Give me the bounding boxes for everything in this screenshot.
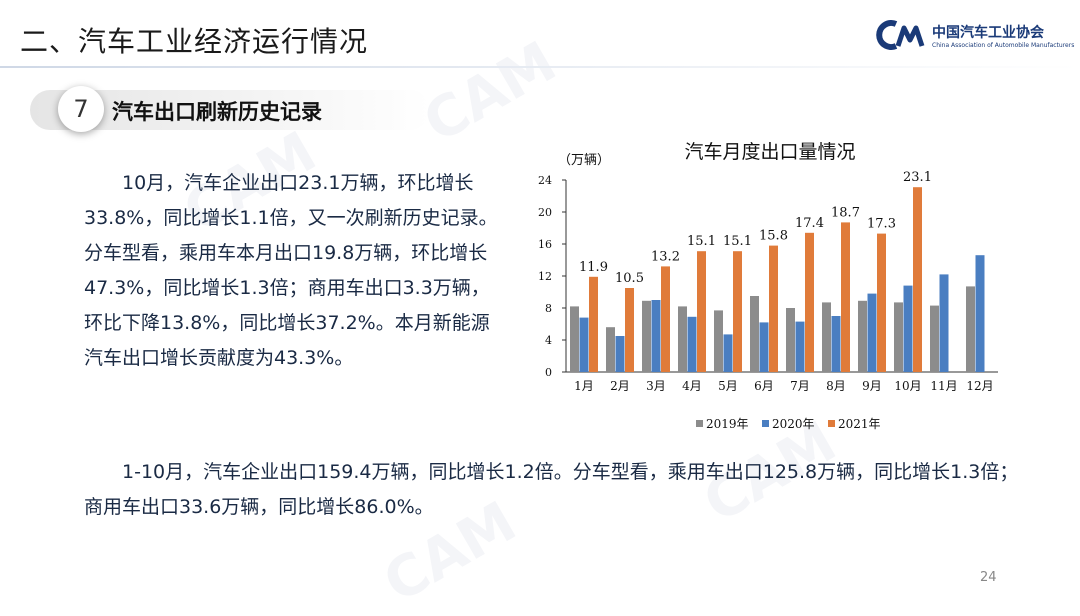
bar-2019年-7月 [786,308,795,372]
y-tick-label: 16 [538,238,552,251]
bar-2020年-7月 [795,321,805,372]
data-label: 17.3 [867,217,896,232]
legend-swatch [696,420,703,427]
x-tick-label: 12月 [966,379,993,393]
bar-2019年-3月 [642,300,651,372]
y-tick-label: 12 [538,270,552,283]
plot-area: 0 4 8 12 16 20 24 11.9 1月 10.5 2月 13.2 3月 15.1 4月 15.1 5… [538,170,998,393]
data-label: 15.8 [759,229,788,244]
x-tick-label: 4月 [682,379,702,393]
bar-2021年-7月 [805,232,814,372]
x-tick-label: 2月 [610,379,630,393]
y-tick-label: 24 [538,174,552,187]
data-label: 15.1 [723,234,752,249]
x-tick-label: 6月 [754,379,774,393]
caam-logo-icon [876,20,925,50]
bar-2019年-8月 [822,302,831,372]
chart-legend: 2019年 2020年 2021年 [696,417,881,431]
bar-2021年-6月 [769,245,778,372]
export-bar-chart: 汽车月度出口量情况 （万辆） 0 4 8 12 16 20 24 11.9 1月 10.5 2月 13… [520,130,1020,440]
x-tick-label: 10月 [894,379,921,393]
y-tick-label: 8 [545,302,552,315]
logo-text-en: China Association of Automobile Manufact… [932,42,1075,49]
y-tick-label: 0 [545,366,552,379]
section-number: 7 [73,95,89,123]
bar-2019年-12月 [966,286,975,372]
bar-2019年-4月 [678,306,687,372]
legend-swatch [762,420,769,427]
data-label: 11.9 [579,260,608,275]
bar-2020年-2月 [615,336,625,372]
legend-swatch [828,420,835,427]
page-number: 24 [980,570,997,585]
x-tick-label: 1月 [574,379,594,393]
bar-2021年-10月 [913,187,922,372]
bar-2020年-5月 [723,334,733,372]
bar-2021年-9月 [877,233,886,372]
section-number-badge: 7 [58,86,104,132]
bar-2020年-8月 [831,316,841,372]
bar-2019年-10月 [894,302,903,372]
logo: 中国汽车工业协会 China Association of Automobile… [874,18,1074,58]
logo-text-cn: 中国汽车工业协会 [932,25,1044,41]
chart-svg: 汽车月度出口量情况 （万辆） 0 4 8 12 16 20 24 11.9 1月 10.5 2月 13… [538,141,998,431]
legend-label: 2021年 [838,417,881,431]
x-tick-label: 7月 [790,379,810,393]
header-divider [0,66,1080,68]
bar-2021年-2月 [625,288,634,372]
bar-2019年-11月 [930,305,939,372]
bar-2020年-3月 [651,300,661,372]
x-tick-label: 5月 [718,379,738,393]
bar-2020年-4月 [687,316,697,372]
data-label: 15.1 [687,234,716,249]
data-label: 18.7 [831,205,860,220]
paragraph-ytd: 1-10月，汽车企业出口159.4万辆，同比增长1.2倍。分车型看，乘用车出口1… [84,461,1019,518]
y-tick-label: 20 [538,206,552,219]
bar-2020年-10月 [903,285,913,372]
bar-2019年-9月 [858,300,867,372]
data-label: 23.1 [903,170,932,185]
data-label: 17.4 [795,216,824,231]
x-tick-label: 8月 [826,379,846,393]
page-title: 二、汽车工业经济运行情况 [20,25,369,58]
bar-2020年-9月 [867,293,877,372]
x-tick-label: 3月 [646,379,666,393]
paragraph-october: 10月，汽车企业出口23.1万辆，环比增长33.8%，同比增长1.1倍，又一次刷… [84,172,498,369]
bar-2019年-2月 [606,327,615,372]
data-label: 13.2 [651,249,680,264]
legend-label: 2020年 [772,417,815,431]
bar-2020年-12月 [975,255,985,372]
data-label: 10.5 [615,271,644,286]
bar-2021年-8月 [841,222,850,372]
bar-2021年-1月 [589,276,598,372]
bar-2021年-3月 [661,266,670,372]
x-tick-label: 11月 [930,379,957,393]
legend-label: 2019年 [706,417,749,431]
bar-2019年-6月 [750,296,759,372]
bar-2019年-5月 [714,310,723,372]
y-axis-label: （万辆） [558,153,610,168]
bar-2020年-1月 [579,317,589,372]
bar-2020年-6月 [759,322,769,372]
section-title: 汽车出口刷新历史记录 [112,100,322,124]
y-tick-label: 4 [545,334,552,347]
bar-2019年-1月 [570,306,579,372]
chart-title: 汽车月度出口量情况 [684,141,855,163]
bar-2020年-11月 [939,274,949,372]
x-tick-label: 9月 [862,379,882,393]
bar-2021年-5月 [733,251,742,372]
bar-2021年-4月 [697,251,706,372]
